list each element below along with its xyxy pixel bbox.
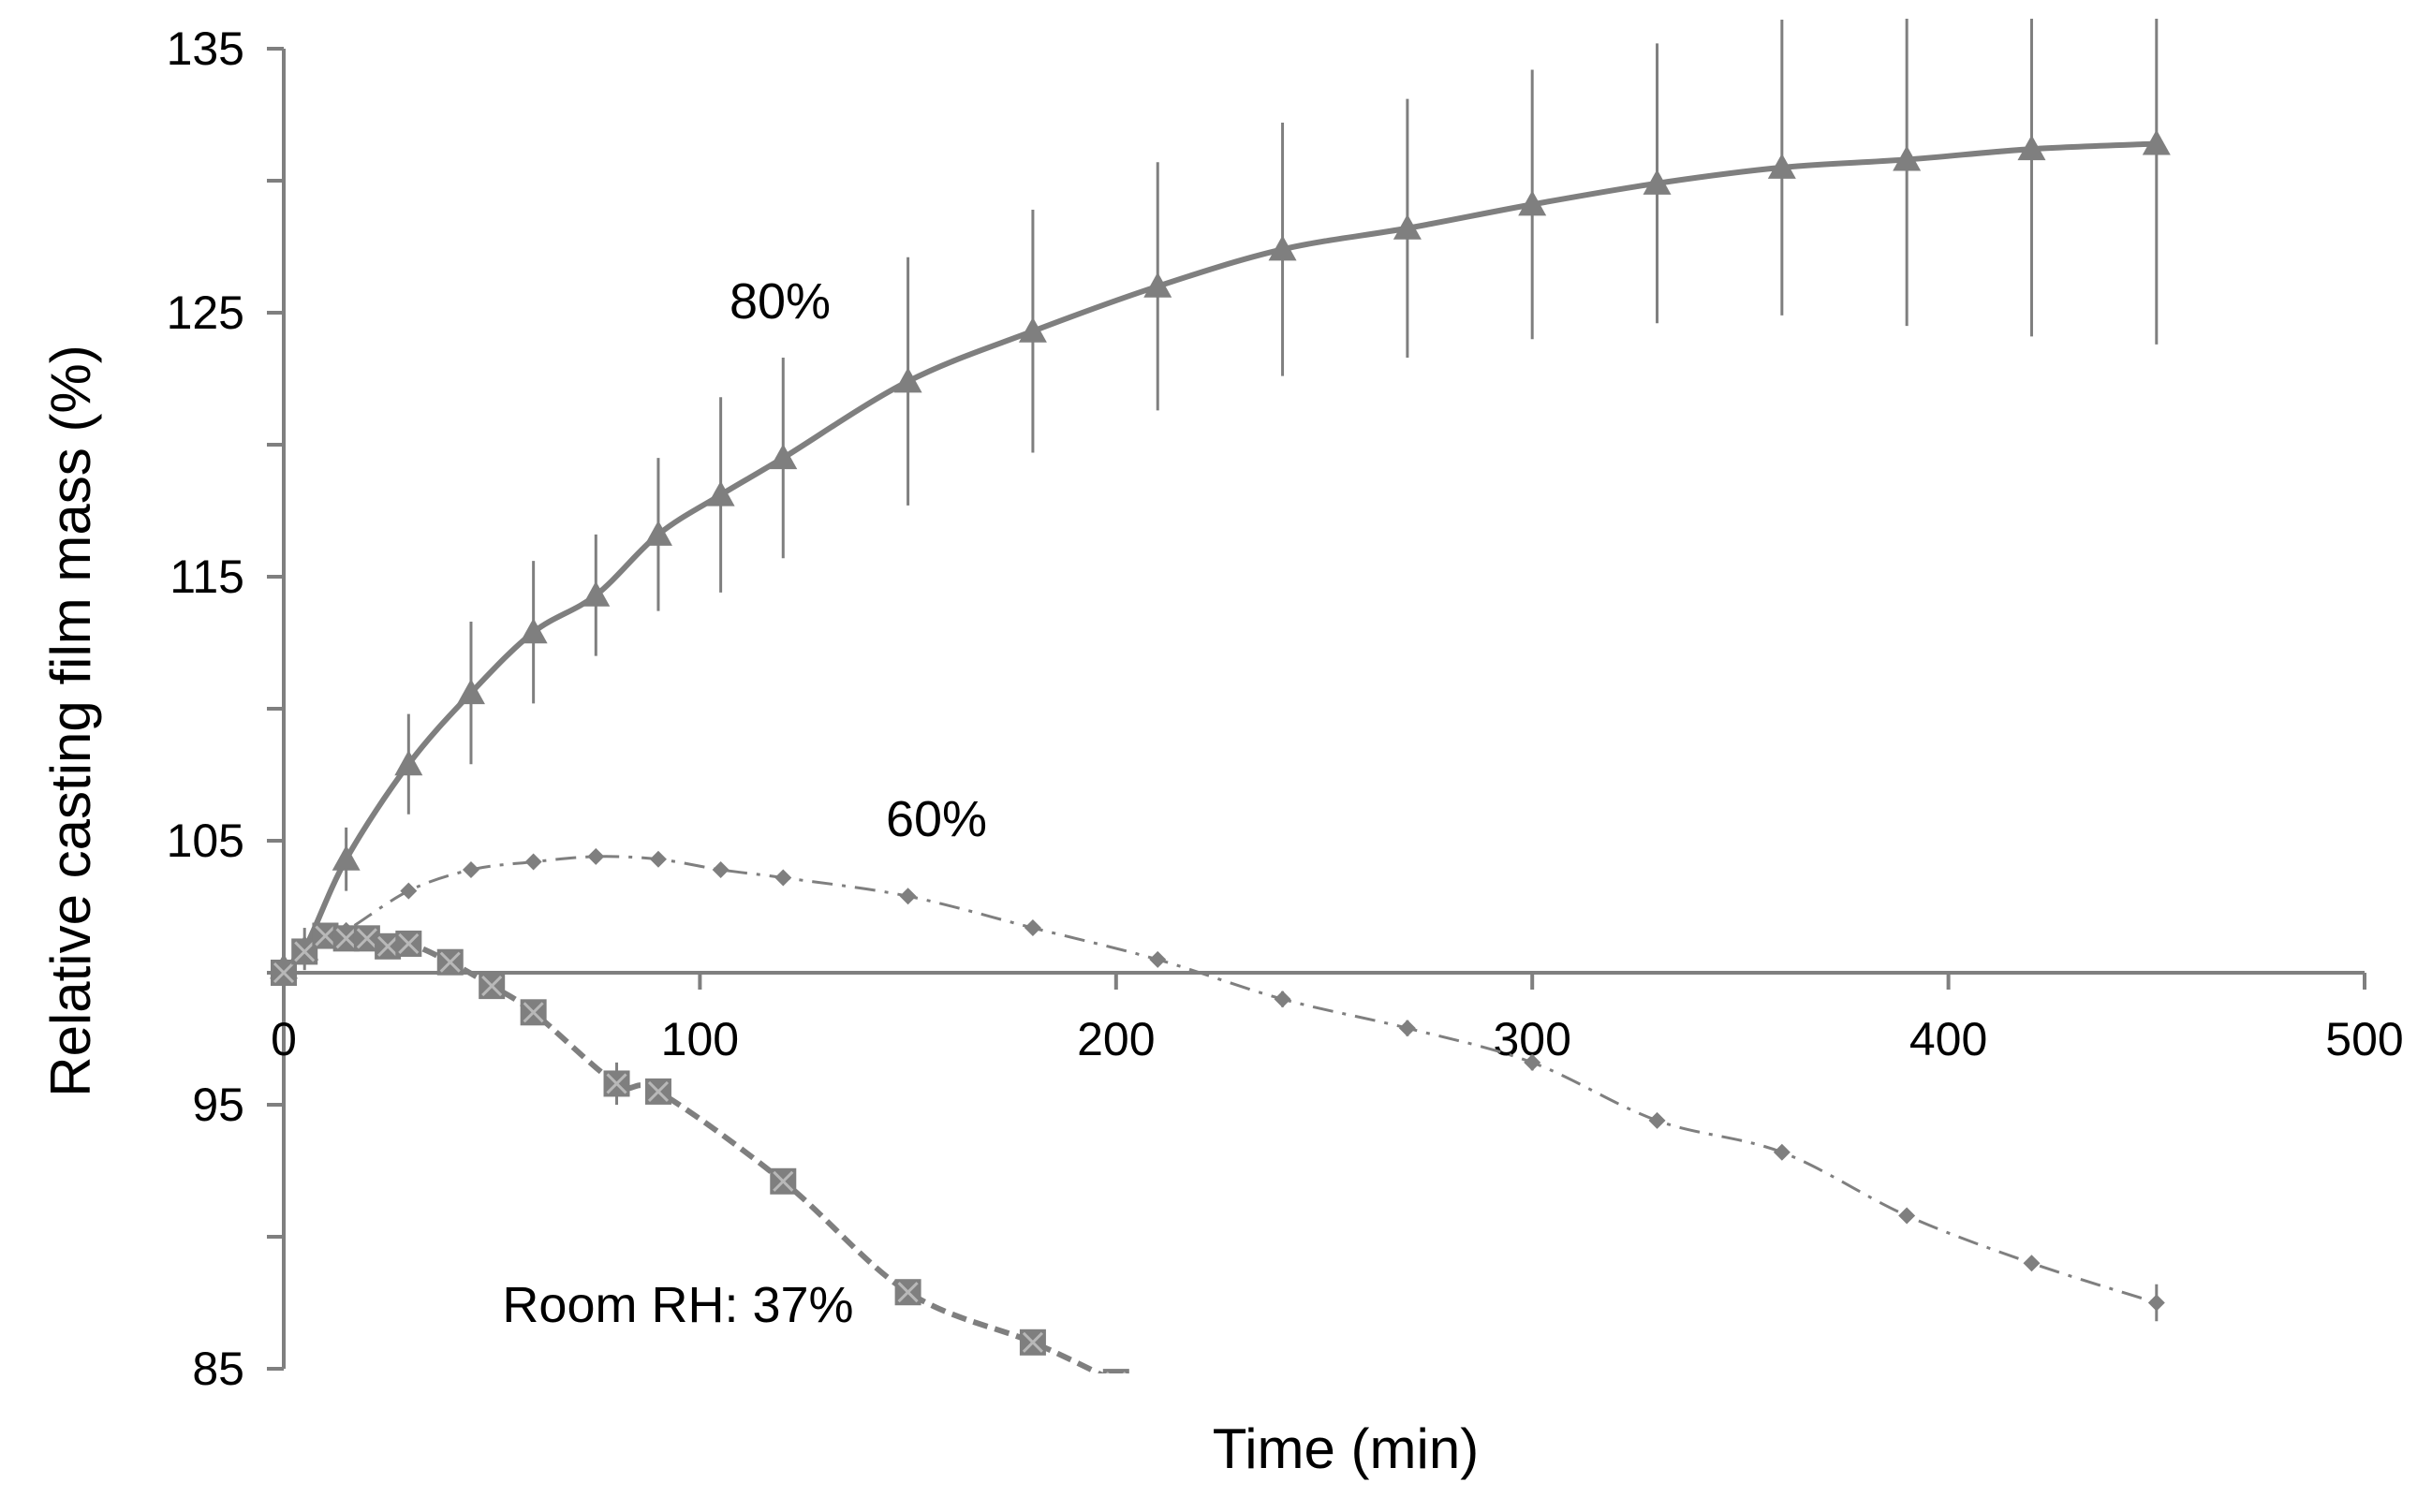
point-marker <box>1018 316 1047 343</box>
point-marker <box>462 861 479 879</box>
point-marker <box>395 930 422 957</box>
point-marker <box>706 480 735 506</box>
point-marker <box>1518 190 1547 216</box>
point-marker <box>1767 153 1796 179</box>
point-marker <box>712 861 730 879</box>
y-tick-label: 105 <box>167 815 244 867</box>
point-marker <box>1393 213 1422 240</box>
x-tick-label: 100 <box>661 1013 739 1065</box>
series-2 <box>271 922 1129 1373</box>
y-tick-label: 115 <box>170 550 244 603</box>
y-axis: 85 95 105 115 125 135 <box>167 22 286 1395</box>
x-tick-label: 500 <box>2325 1013 2403 1065</box>
series-0 <box>270 19 2171 979</box>
point-marker <box>520 999 547 1026</box>
series-layer <box>270 19 2171 1373</box>
point-marker <box>769 444 798 470</box>
y-tick-label: 125 <box>167 286 244 339</box>
point-marker <box>400 882 418 900</box>
series-1 <box>275 847 2165 1322</box>
point-marker <box>2023 1255 2041 1272</box>
point-marker <box>1024 919 1041 937</box>
point-marker <box>1143 272 1172 298</box>
point-marker <box>1648 1111 1666 1129</box>
point-marker <box>1102 1369 1129 1373</box>
point-marker <box>1524 1053 1541 1071</box>
point-marker <box>479 973 506 1000</box>
point-marker <box>2142 129 2171 155</box>
annotation-room-rh: Room RH: 37% <box>502 1277 853 1333</box>
series-line <box>282 140 2157 970</box>
point-marker <box>1149 950 1167 968</box>
point-marker <box>774 869 792 887</box>
point-marker <box>894 1279 921 1306</box>
series-line <box>283 855 2158 1304</box>
point-marker <box>1274 991 1291 1008</box>
y-tick-label: 85 <box>192 1343 244 1395</box>
point-marker <box>2017 135 2046 161</box>
point-marker <box>643 520 672 546</box>
x-axis: 0 100 200 300 400 500 <box>271 971 2404 1065</box>
point-marker <box>1268 235 1297 261</box>
x-tick-label: 0 <box>271 1013 297 1065</box>
x-tick-label: 400 <box>1909 1013 1987 1065</box>
point-marker <box>456 679 485 705</box>
point-marker <box>770 1167 797 1195</box>
x-axis-title: Time (min) <box>1213 1417 1479 1480</box>
point-marker <box>332 844 361 871</box>
y-tick-label: 95 <box>192 1079 244 1131</box>
point-marker <box>1019 1329 1046 1356</box>
point-marker <box>603 1070 630 1097</box>
y-axis-title: Relative casting film mass (%) <box>39 345 102 1097</box>
point-marker <box>649 850 667 868</box>
point-marker <box>2147 1294 2165 1312</box>
point-marker <box>436 948 464 976</box>
point-marker <box>524 853 542 871</box>
point-marker <box>1893 145 1922 171</box>
point-marker <box>893 367 922 393</box>
point-marker <box>394 750 423 776</box>
point-marker <box>1643 169 1672 195</box>
y-tick-label: 135 <box>167 22 244 75</box>
annotation-80pct: 80% <box>730 273 831 330</box>
point-marker <box>1398 1020 1416 1037</box>
point-marker <box>519 618 548 644</box>
point-marker <box>582 580 611 607</box>
point-marker <box>271 960 297 986</box>
point-marker <box>644 1078 671 1105</box>
point-marker <box>1773 1143 1791 1161</box>
annotation-60pct: 60% <box>886 791 987 847</box>
point-marker <box>1898 1207 1916 1225</box>
point-marker <box>899 888 917 905</box>
point-marker <box>587 847 605 865</box>
x-tick-label: 200 <box>1077 1013 1155 1065</box>
